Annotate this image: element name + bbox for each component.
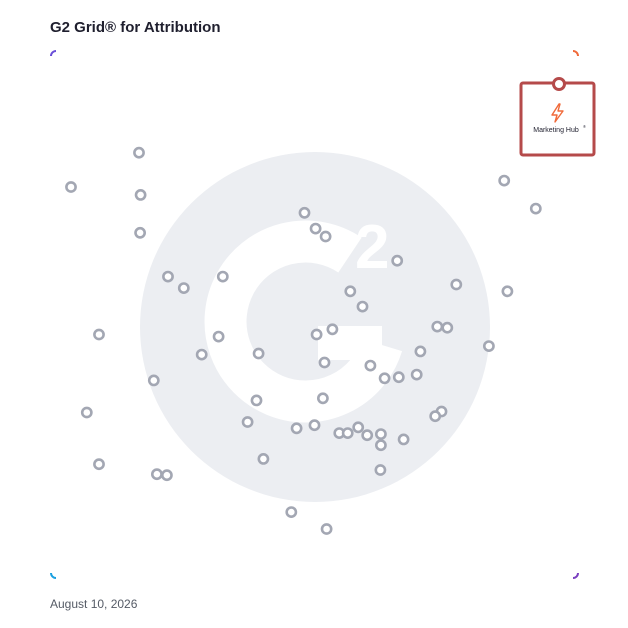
data-point[interactable]	[316, 392, 329, 405]
data-point[interactable]	[195, 348, 208, 361]
data-point[interactable]	[498, 174, 511, 187]
data-point[interactable]	[341, 427, 354, 439]
data-point[interactable]	[318, 356, 331, 369]
data-point[interactable]	[431, 320, 444, 333]
data-point[interactable]	[374, 428, 387, 440]
data-point[interactable]	[441, 321, 454, 334]
data-point[interactable]	[326, 323, 339, 336]
svg-text:2: 2	[355, 213, 389, 282]
data-point[interactable]	[374, 439, 387, 452]
data-point[interactable]	[414, 345, 427, 358]
report-date: August 10, 2026	[50, 597, 138, 611]
data-point[interactable]	[290, 422, 303, 435]
data-point[interactable]	[410, 368, 423, 381]
data-point[interactable]	[374, 464, 387, 476]
data-point[interactable]	[356, 300, 369, 313]
data-point[interactable]	[361, 429, 374, 442]
data-point[interactable]	[150, 468, 163, 481]
data-point[interactable]	[65, 181, 77, 193]
data-point[interactable]	[147, 374, 160, 387]
data-point[interactable]	[319, 230, 332, 243]
data-point[interactable]	[391, 254, 404, 267]
data-point[interactable]	[160, 469, 173, 482]
data-point[interactable]	[134, 188, 147, 201]
data-point[interactable]	[162, 270, 174, 283]
data-point[interactable]	[320, 523, 333, 535]
data-point[interactable]	[429, 410, 442, 423]
product-label: Marketing Hub	[533, 127, 579, 134]
data-point[interactable]	[344, 285, 357, 298]
product-marker[interactable]	[552, 77, 566, 91]
data-point[interactable]	[250, 394, 263, 407]
data-point[interactable]	[93, 458, 105, 471]
data-point[interactable]	[529, 202, 542, 215]
data-point[interactable]	[298, 206, 311, 219]
data-point[interactable]	[285, 506, 298, 518]
data-point[interactable]	[378, 372, 391, 385]
data-point[interactable]	[257, 452, 270, 465]
page-title: G2 Grid® for Attribution	[50, 19, 221, 36]
lightning-icon	[551, 103, 564, 123]
product-label-mark: ®	[583, 124, 586, 129]
data-point[interactable]	[80, 406, 93, 419]
data-point[interactable]	[216, 270, 229, 283]
data-points	[65, 146, 542, 535]
data-point[interactable]	[364, 359, 377, 372]
data-point[interactable]	[177, 282, 190, 294]
data-point[interactable]	[241, 416, 254, 428]
data-point[interactable]	[310, 328, 323, 341]
data-point[interactable]	[252, 347, 265, 360]
data-point[interactable]	[450, 278, 463, 291]
data-point[interactable]	[482, 340, 495, 352]
data-point[interactable]	[352, 421, 365, 434]
data-point[interactable]	[212, 330, 225, 343]
product-callout[interactable]: Marketing Hub ®	[519, 77, 596, 157]
data-point[interactable]	[134, 226, 146, 239]
data-point[interactable]	[133, 146, 145, 159]
data-point[interactable]	[309, 222, 322, 235]
data-point[interactable]	[93, 328, 105, 341]
data-point[interactable]	[308, 419, 321, 432]
data-point[interactable]	[397, 433, 410, 446]
data-point[interactable]	[501, 285, 514, 298]
data-point[interactable]	[392, 371, 405, 384]
